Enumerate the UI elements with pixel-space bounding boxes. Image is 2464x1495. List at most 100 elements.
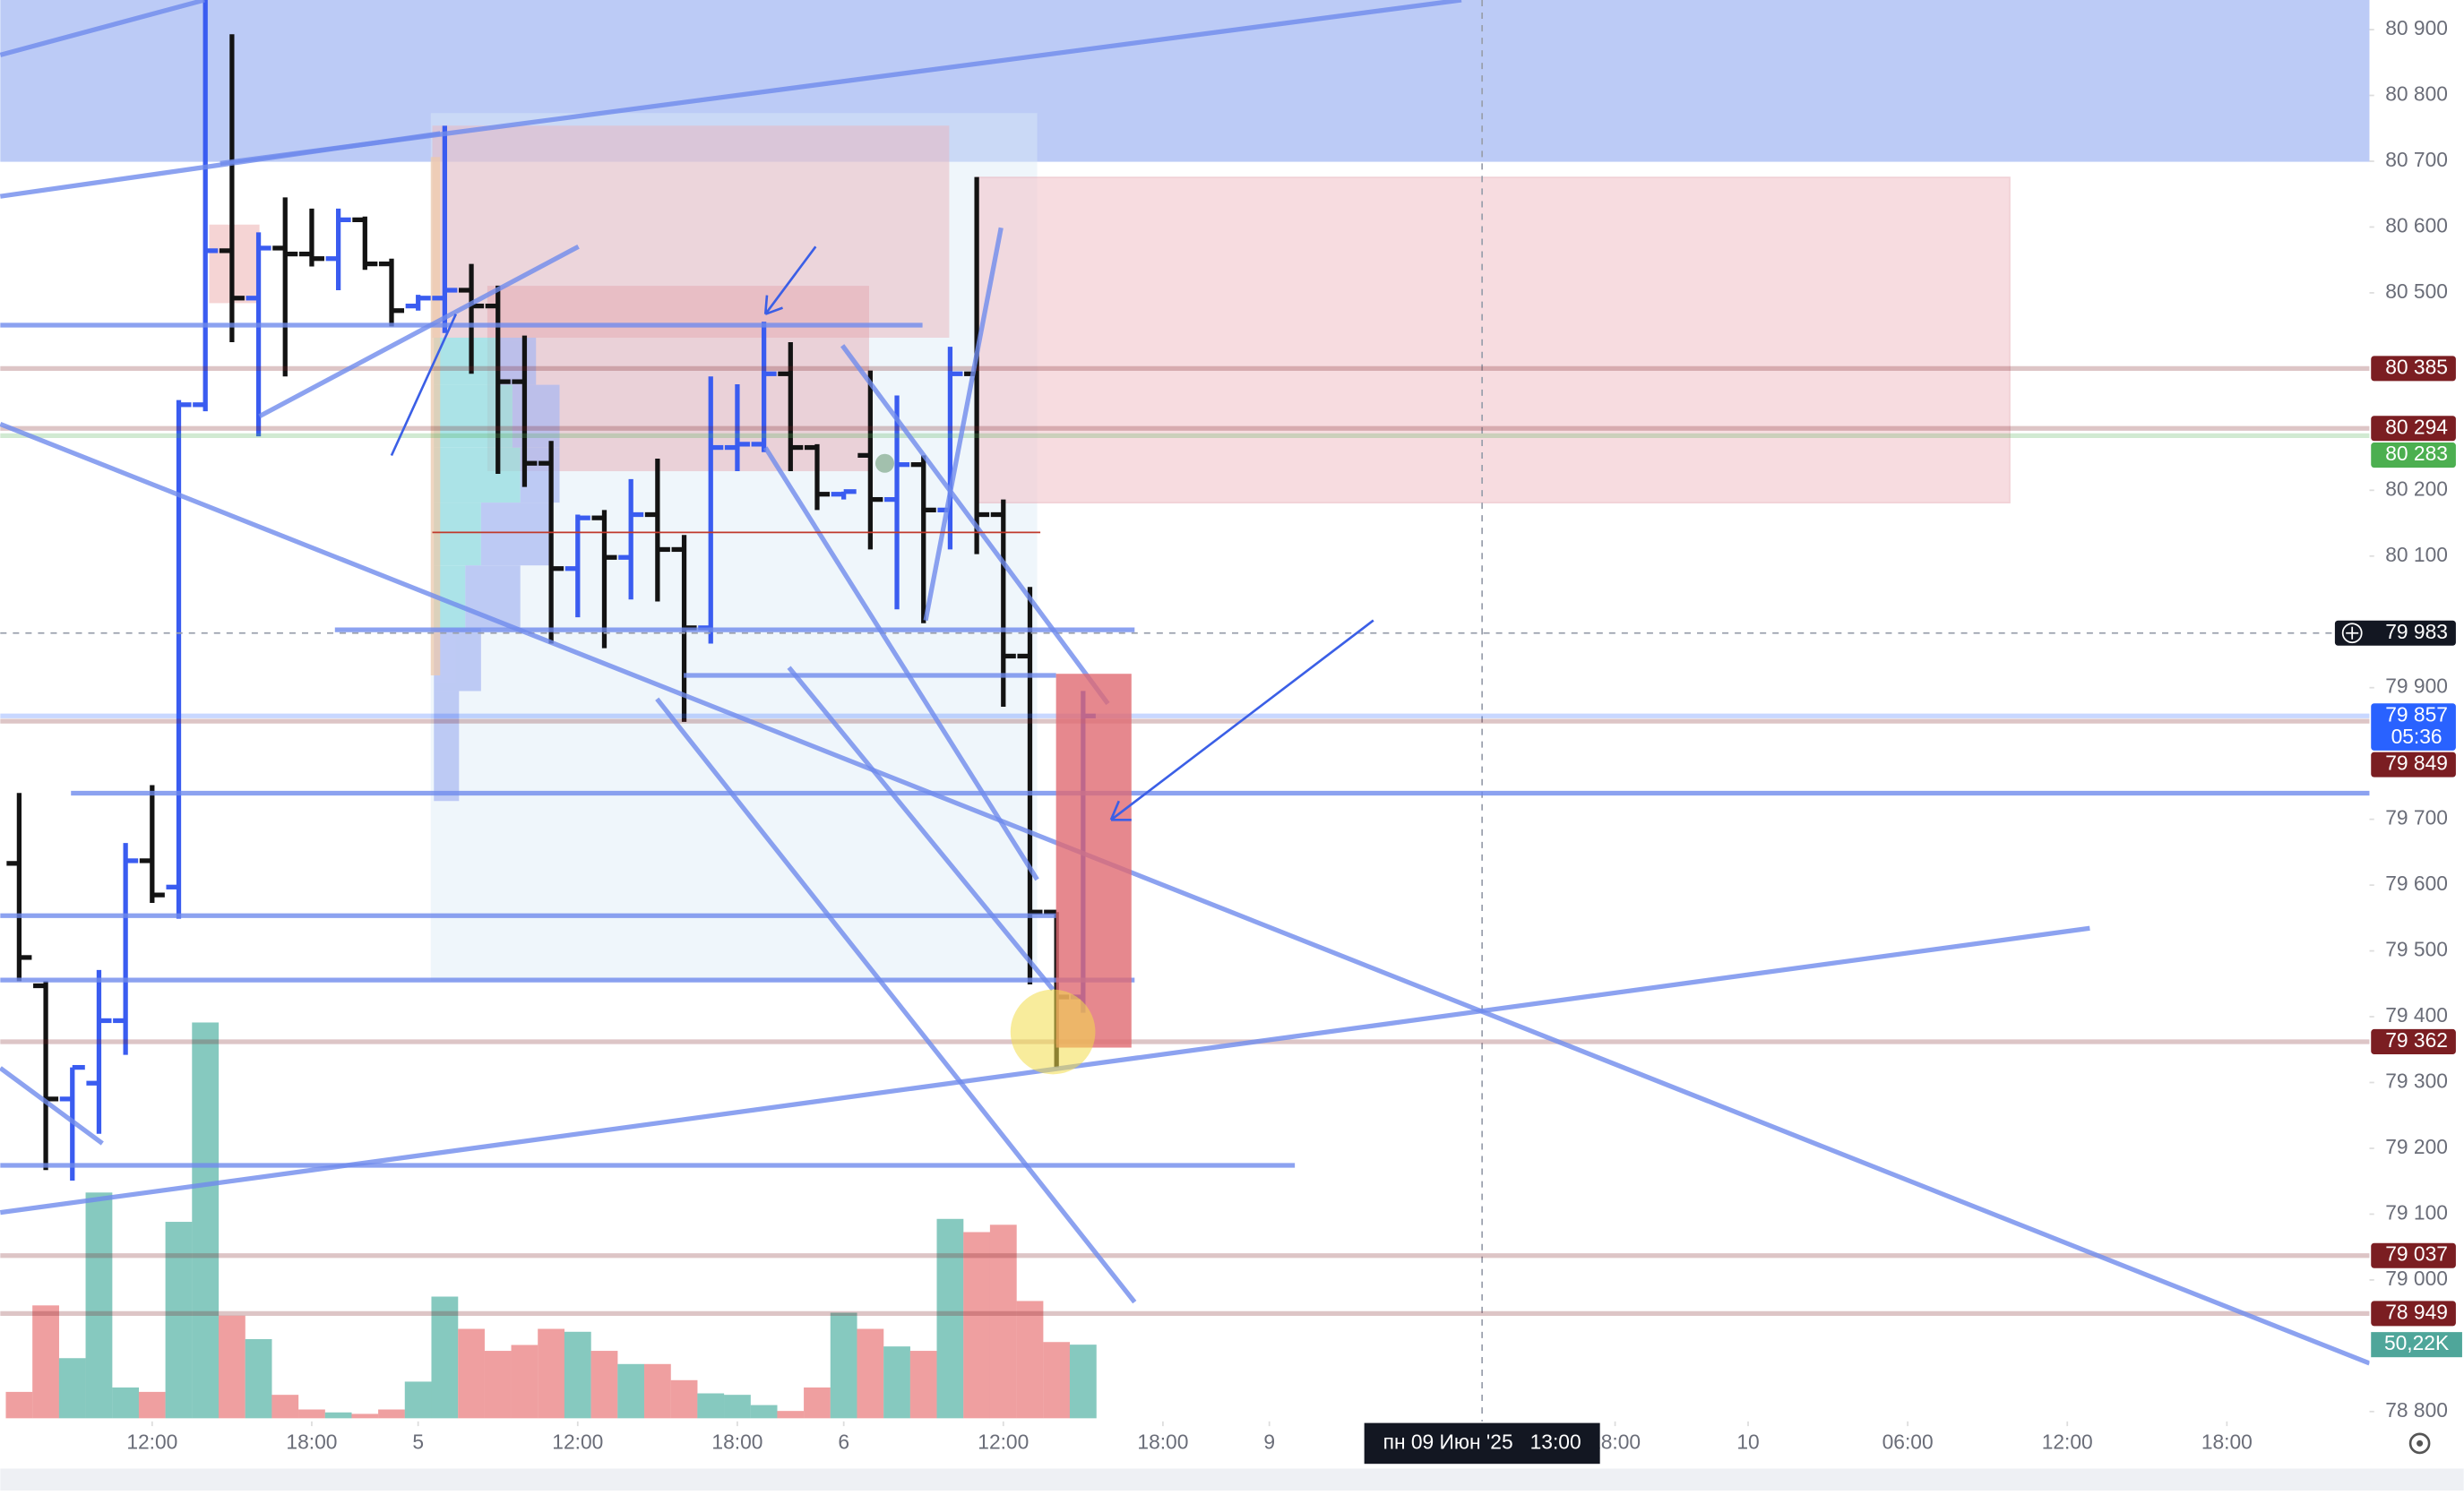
price-label: 80 385 — [2385, 355, 2448, 378]
x-tick-label: 18:00 — [2201, 1430, 2253, 1453]
y-tick-label: 79 900 — [2385, 674, 2448, 698]
volume-bar — [909, 1351, 937, 1419]
volume-bar — [1043, 1342, 1071, 1419]
y-tick-label: 80 600 — [2385, 213, 2448, 236]
volume-bar — [85, 1192, 113, 1419]
volume-bar — [58, 1358, 86, 1419]
price-label-box — [2371, 356, 2456, 382]
price-label-box — [2371, 1028, 2456, 1054]
volume-bar — [724, 1395, 751, 1419]
x-tick-label: 5 — [412, 1430, 424, 1453]
trend-line — [787, 666, 1055, 992]
volume-bar — [617, 1363, 645, 1419]
price-label: 79 857 — [2385, 702, 2448, 726]
y-tick-label: 80 200 — [2385, 477, 2448, 500]
time-axis — [0, 1421, 2464, 1469]
arrow — [1109, 619, 1374, 821]
volume-bar — [324, 1412, 352, 1419]
volume-bar — [5, 1391, 33, 1419]
volume-bar — [643, 1363, 671, 1419]
zone — [1055, 674, 1132, 1048]
y-tick-label: 80 900 — [2385, 16, 2448, 39]
x-tick-label: 06:00 — [1882, 1430, 1934, 1453]
trend-line — [923, 227, 1004, 622]
volume-label-box — [2371, 1332, 2462, 1358]
x-tick-label: 12:00 — [126, 1430, 177, 1453]
y-tick-label: 79 100 — [2385, 1200, 2448, 1224]
price-label: 79 983 — [2385, 620, 2448, 643]
price-label: 80 283 — [2385, 442, 2448, 465]
volume-bar — [750, 1405, 778, 1419]
volume-bar — [112, 1387, 140, 1419]
x-tick-label: 18:00 — [711, 1430, 762, 1453]
price-label: 80 294 — [2385, 415, 2448, 438]
add-icon — [2341, 623, 2363, 644]
volume-bar — [192, 1022, 220, 1419]
x-tick-label: 9 — [1263, 1430, 1275, 1453]
settings-icon[interactable] — [2408, 1432, 2431, 1455]
volume-bar — [404, 1381, 432, 1419]
price-label: 79 037 — [2385, 1242, 2448, 1266]
volume-bar — [697, 1393, 725, 1419]
volume-bar — [804, 1387, 831, 1419]
arrow — [390, 314, 458, 457]
profile-edge — [430, 157, 441, 675]
volume-bar — [590, 1351, 618, 1419]
y-tick-label: 79 300 — [2385, 1070, 2448, 1093]
price-label-countdown: 05:36 — [2391, 725, 2442, 748]
volume-bar — [431, 1296, 459, 1419]
volume-bar — [378, 1409, 405, 1419]
price-label: 79 362 — [2385, 1028, 2448, 1052]
x-tick-label: 12:00 — [978, 1430, 1029, 1453]
volume-bar — [857, 1328, 884, 1419]
y-tick-label: 79 200 — [2385, 1135, 2448, 1158]
price-label-box — [2371, 752, 2456, 778]
y-tick-label: 79 600 — [2385, 872, 2448, 895]
price-label: 79 849 — [2385, 752, 2448, 775]
x-tick-label: 12:00 — [2042, 1430, 2093, 1453]
x-tick-label: 18:00 — [286, 1430, 337, 1453]
crosshair-time-label: пн 09 Июн '25 13:00 — [1383, 1430, 1581, 1453]
volume-bar — [936, 1218, 964, 1419]
price-label-box — [2371, 1301, 2456, 1327]
volume-bar — [963, 1232, 991, 1419]
volume-bar — [298, 1409, 325, 1419]
zone — [432, 125, 950, 338]
marker — [874, 453, 895, 473]
trend-line — [0, 131, 441, 199]
volume-bar — [32, 1305, 59, 1419]
zone — [0, 0, 2370, 162]
volume-bar — [830, 1312, 857, 1419]
price-label: 78 949 — [2385, 1300, 2448, 1323]
volume-bar — [564, 1331, 591, 1419]
volume-bar — [1069, 1345, 1097, 1419]
volume-bar — [511, 1345, 538, 1419]
axes: 50,22K 80 900 80 800 80 700 80 600 80 500 80 2… — [126, 16, 2462, 1465]
zone — [209, 224, 260, 304]
series — [0, 0, 2370, 1422]
volume-bar — [138, 1391, 166, 1419]
x-tick-label: 10 — [1736, 1430, 1759, 1453]
arrow — [763, 245, 817, 315]
trend-line — [258, 244, 580, 418]
y-tick-label: 80 700 — [2385, 148, 2448, 171]
trend-line — [0, 1066, 104, 1146]
y-tick-label: 80 100 — [2385, 543, 2448, 566]
y-tick-label: 79 000 — [2385, 1267, 2448, 1290]
volume-bar — [670, 1379, 698, 1419]
highlight — [1010, 989, 1096, 1075]
volume-bar — [777, 1411, 805, 1419]
status-bar — [0, 1468, 2464, 1491]
price-label-box — [2371, 1242, 2456, 1268]
volume-bar — [351, 1413, 379, 1419]
x-tick-label: 18:00 — [1137, 1430, 1188, 1453]
price-label-box — [2371, 416, 2456, 442]
trend-line — [655, 697, 1137, 1304]
x-tick-label: 12:00 — [552, 1430, 603, 1453]
volume-bar — [271, 1395, 299, 1419]
y-tick-label: 80 500 — [2385, 279, 2448, 303]
drawings-front — [0, 0, 2371, 1366]
y-tick-label: 80 800 — [2385, 82, 2448, 106]
